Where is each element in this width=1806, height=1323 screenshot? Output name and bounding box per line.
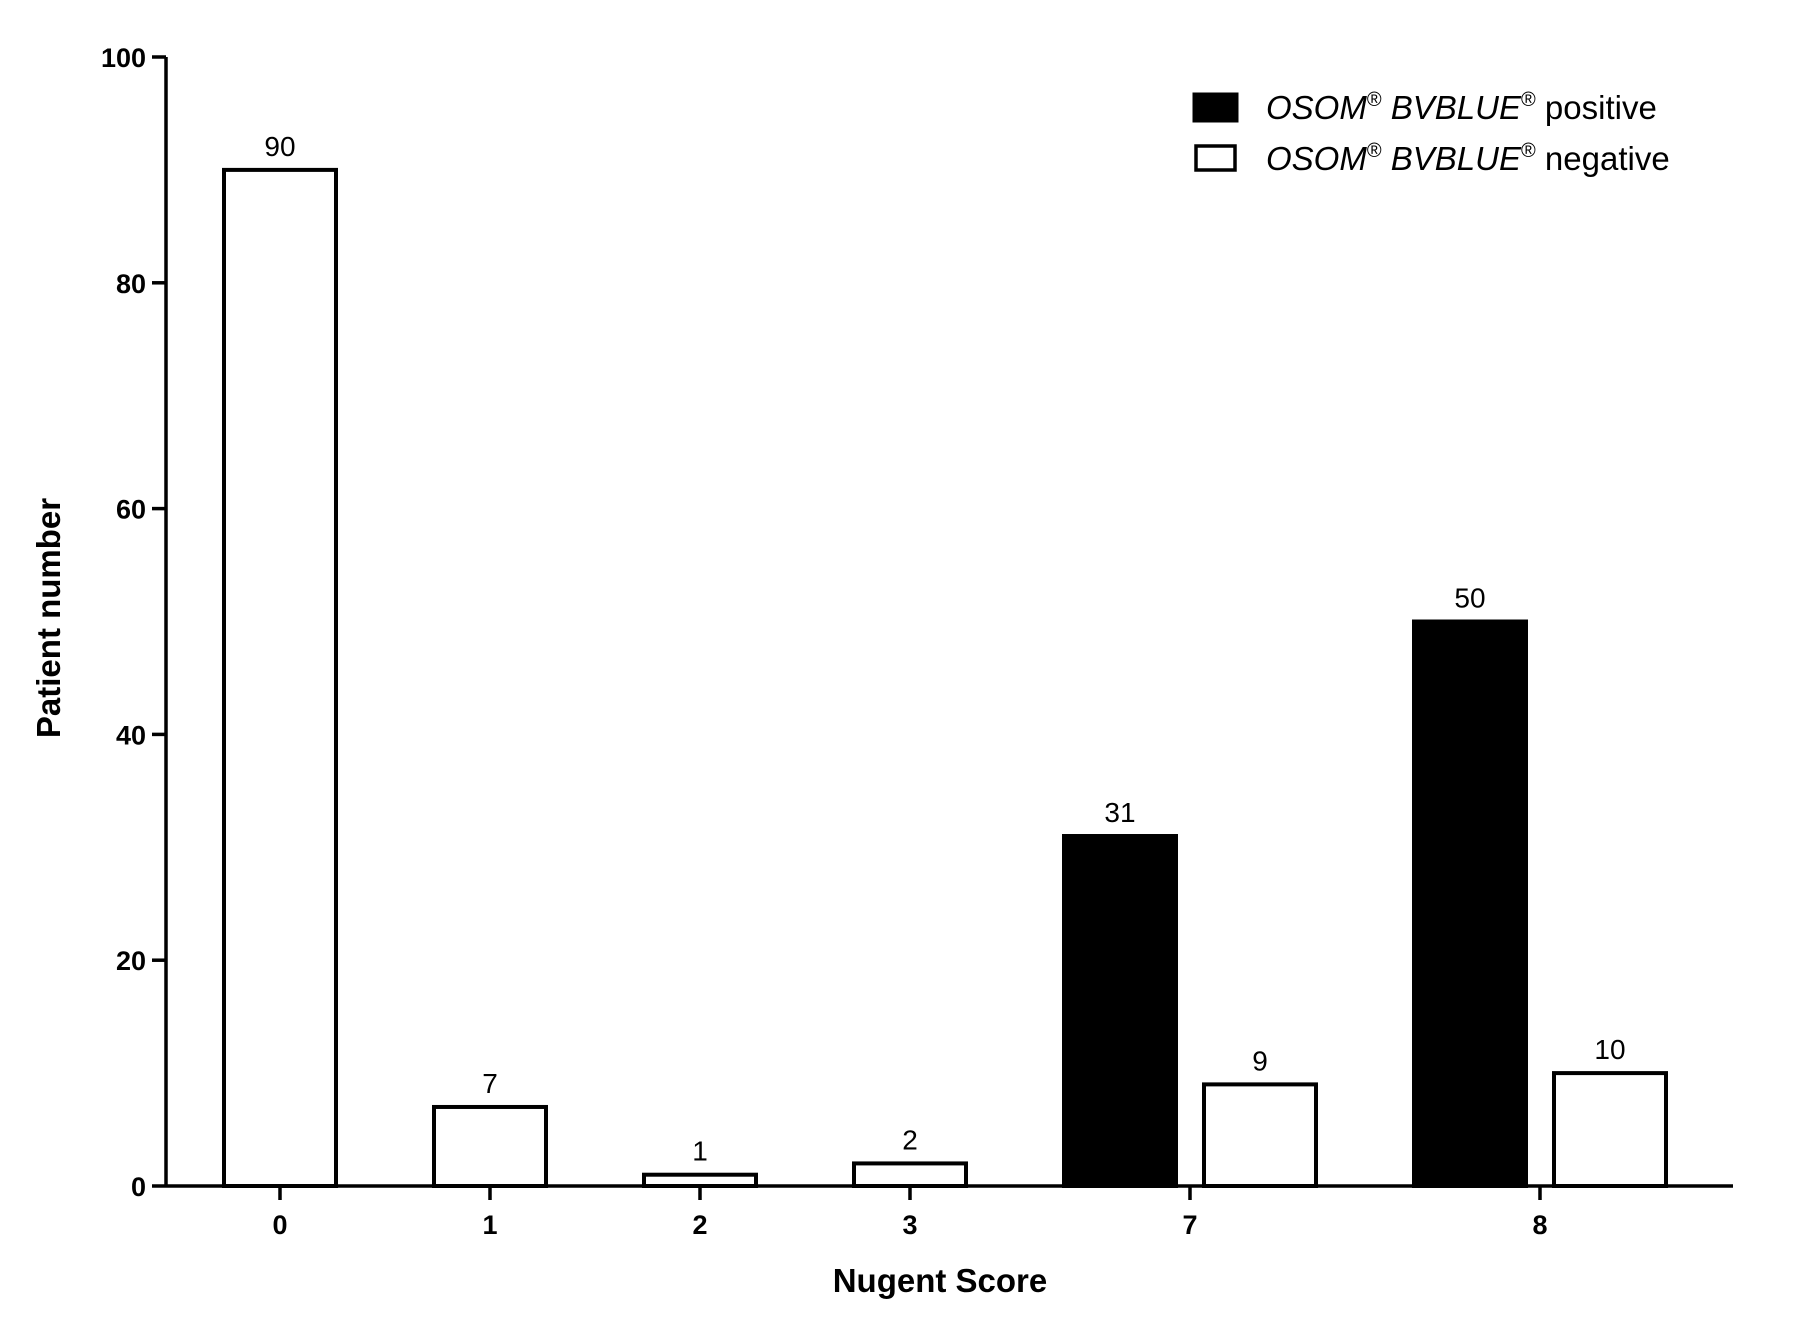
x-tick-label-2: 2 [692, 1210, 707, 1240]
bars-layer [222, 167, 1668, 1189]
bar-positive-score-7 [1062, 834, 1178, 1188]
y-axis-title: Patient number [30, 498, 67, 738]
value-labels-layer: 90 7 1 2 31 9 50 10 [264, 131, 1625, 1167]
value-label-positive-score-7: 31 [1104, 797, 1135, 828]
bar-negative-score-3 [852, 1161, 968, 1189]
y-tick-label-40: 40 [116, 720, 146, 750]
y-tick-label-100: 100 [101, 43, 146, 73]
y-tick-label-80: 80 [116, 269, 146, 299]
value-label-negative-score-8: 10 [1594, 1034, 1625, 1065]
y-tick-label-0: 0 [131, 1172, 146, 1202]
legend-swatch-negative [1194, 144, 1237, 172]
x-tick-label-0: 0 [272, 1210, 287, 1240]
y-tick-label-60: 60 [116, 495, 146, 525]
bar-negative-score-8 [1552, 1071, 1668, 1188]
bar-negative-score-7 [1202, 1082, 1318, 1189]
legend-label-negative: OSOM® BVBLUE® negative [1266, 140, 1670, 177]
axes-layer: 0 20 40 60 80 100 0 1 2 3 7 8 [101, 43, 1733, 1240]
legend: OSOM® BVBLUE® positive OSOM® BVBLUE® neg… [1192, 89, 1670, 177]
y-tick-label-20: 20 [116, 946, 146, 976]
legend-label-positive: OSOM® BVBLUE® positive [1266, 89, 1657, 126]
bar-positive-score-8 [1412, 619, 1528, 1188]
x-tick-label-1: 1 [482, 1210, 497, 1240]
value-label-negative-score-3: 2 [902, 1124, 918, 1155]
legend-swatch-positive [1192, 92, 1239, 123]
x-tick-label-3: 3 [902, 1210, 917, 1240]
bar-negative-score-0 [222, 167, 338, 1188]
value-label-negative-score-2: 1 [692, 1136, 708, 1167]
value-label-positive-score-8: 50 [1454, 583, 1485, 614]
value-label-negative-score-0: 90 [264, 131, 295, 162]
value-label-negative-score-1: 7 [482, 1068, 498, 1099]
x-tick-label-7: 7 [1182, 1210, 1197, 1240]
legend-item-negative: OSOM® BVBLUE® negative [1194, 140, 1670, 177]
x-tick-label-8: 8 [1532, 1210, 1547, 1240]
value-label-negative-score-7: 9 [1252, 1045, 1268, 1076]
bar-negative-score-1 [432, 1104, 548, 1188]
legend-item-positive: OSOM® BVBLUE® positive [1192, 89, 1657, 126]
x-axis-title: Nugent Score [833, 1262, 1048, 1299]
